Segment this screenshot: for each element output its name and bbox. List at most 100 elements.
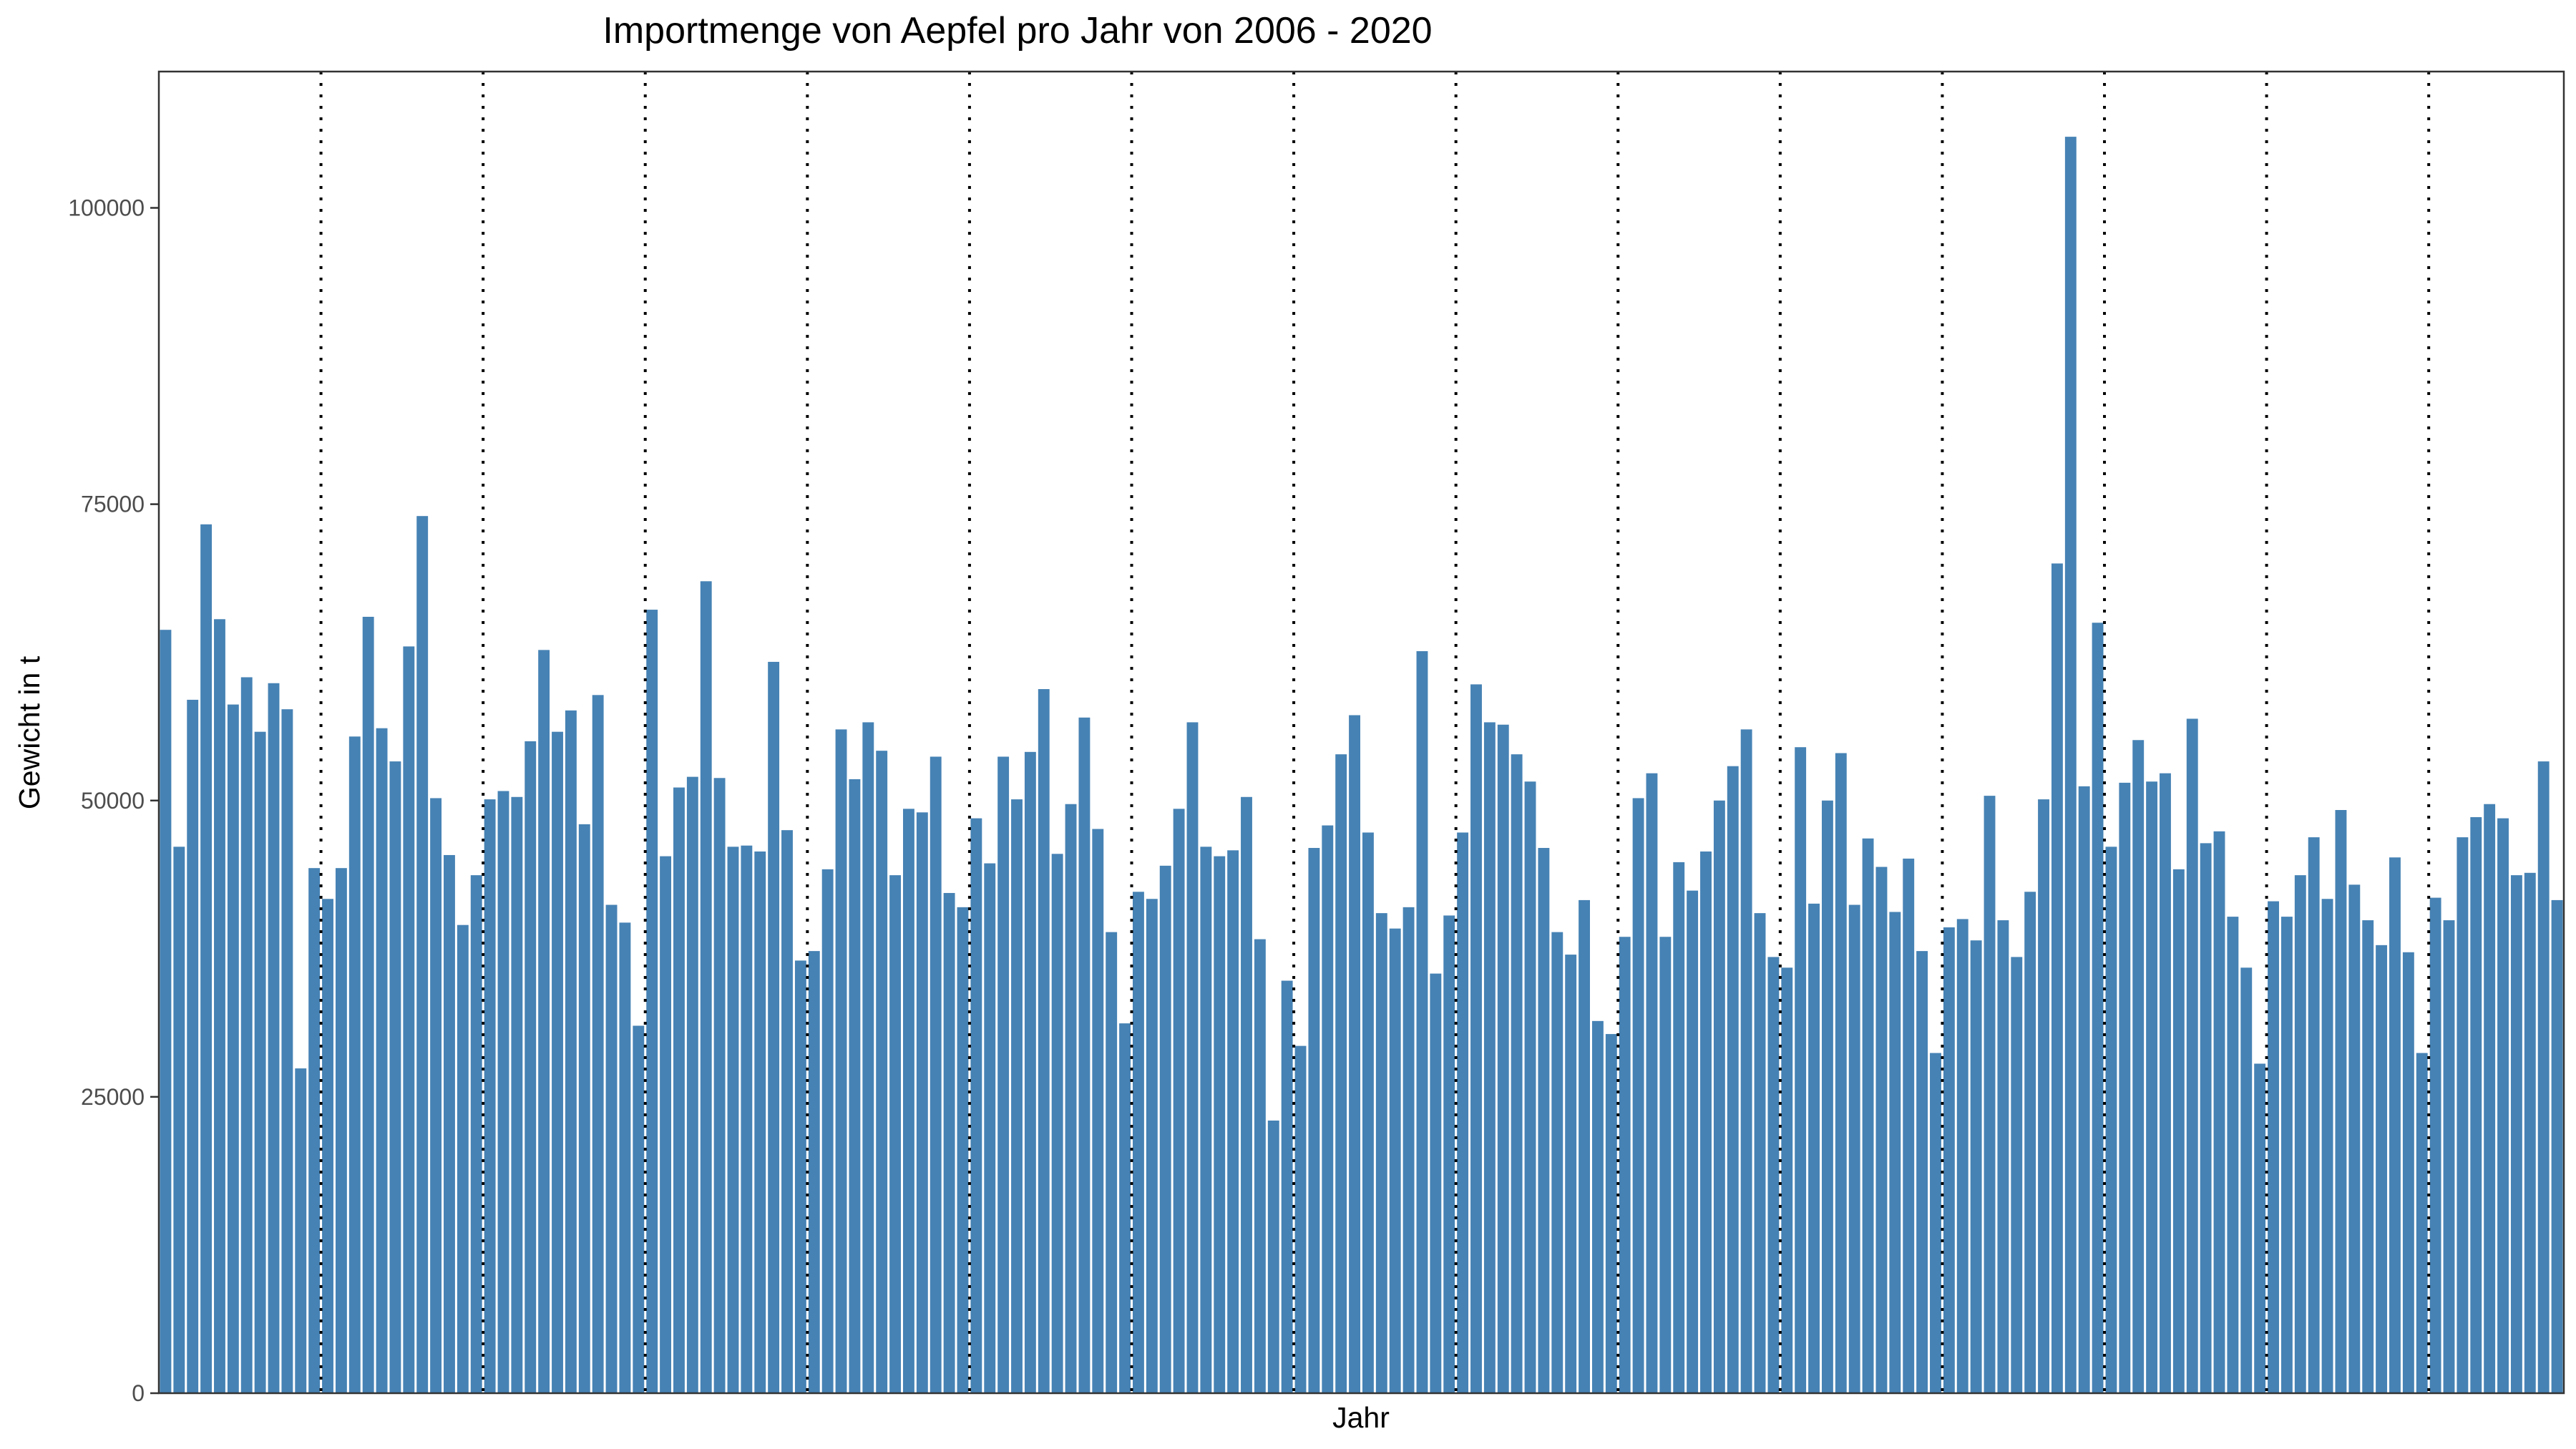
bar (322, 899, 333, 1393)
bar (1605, 1034, 1617, 1393)
bar (578, 824, 590, 1393)
bar (768, 661, 780, 1393)
bar (1767, 957, 1780, 1393)
bar (2064, 137, 2077, 1394)
bar (1862, 838, 1874, 1393)
y-tick-label: 50000 (81, 788, 145, 814)
bar (538, 650, 550, 1393)
bar (1133, 892, 1144, 1393)
bar (1173, 809, 1185, 1393)
bar (1375, 913, 1387, 1393)
bar (1470, 684, 1482, 1393)
bar (160, 630, 172, 1394)
bar (1092, 829, 1104, 1393)
bar (1483, 722, 1496, 1393)
bar (2254, 1063, 2266, 1393)
bar (2470, 816, 2482, 1393)
bar (686, 776, 698, 1393)
bar (497, 791, 509, 1393)
bar (1754, 913, 1766, 1393)
bar (1214, 856, 1226, 1393)
bar (1673, 862, 1685, 1393)
bar (1267, 1121, 1279, 1393)
bar (1024, 751, 1036, 1393)
bar (376, 728, 388, 1393)
bar (1119, 1023, 1131, 1393)
bar (862, 722, 874, 1393)
bar (781, 830, 793, 1393)
bar (1186, 722, 1199, 1393)
y-tick-label: 100000 (68, 195, 145, 221)
bar (2497, 818, 2509, 1393)
bar (2457, 837, 2469, 1393)
bar (633, 1025, 645, 1393)
bar (943, 892, 955, 1393)
bar (2484, 804, 2496, 1393)
bar (2510, 875, 2522, 1393)
bar (997, 756, 1010, 1393)
bar (1362, 832, 1374, 1393)
bar (2132, 740, 2145, 1393)
bar (2105, 847, 2117, 1393)
bar (470, 875, 482, 1393)
bar (2443, 920, 2455, 1393)
bar (1835, 753, 1847, 1393)
bar (268, 683, 280, 1393)
bar (1795, 747, 1807, 1393)
bar (1241, 796, 1252, 1393)
bar (1632, 798, 1644, 1393)
bar (1984, 796, 1996, 1393)
bar (876, 751, 888, 1393)
bar (646, 610, 658, 1393)
bar (2011, 957, 2023, 1393)
bar (484, 799, 496, 1393)
bar (2051, 563, 2063, 1394)
bar (1538, 848, 1550, 1393)
bar (821, 869, 834, 1393)
bar (2186, 718, 2198, 1393)
bar (1294, 1045, 1307, 1393)
bar (2078, 786, 2090, 1393)
plot-panel-border (157, 70, 2565, 1395)
bar (2376, 945, 2388, 1393)
bar (592, 695, 604, 1393)
y-axis-title: Gewicht in t (13, 655, 46, 809)
bar (335, 868, 347, 1393)
bar (1065, 804, 1077, 1393)
bar (1159, 865, 1171, 1393)
bar (1106, 932, 1118, 1393)
bar (308, 868, 321, 1393)
bar (713, 778, 726, 1393)
bar (1700, 851, 1712, 1393)
y-tick-label: 0 (132, 1380, 145, 1406)
bar (1551, 932, 1563, 1393)
bar (930, 756, 942, 1393)
bar (794, 960, 806, 1393)
bar (1943, 927, 1955, 1393)
bar (1011, 799, 1023, 1393)
bar (2038, 799, 2049, 1393)
bar (1038, 689, 1050, 1393)
bar (2200, 843, 2212, 1393)
bar (903, 809, 914, 1393)
bar (2240, 967, 2253, 1393)
bar (1875, 867, 1888, 1393)
bar (741, 845, 753, 1393)
bar (808, 951, 820, 1393)
bar (1430, 973, 1442, 1393)
bar (619, 922, 631, 1393)
bar (916, 812, 928, 1393)
bar (673, 787, 685, 1393)
bar (1740, 729, 1752, 1393)
bar (1781, 967, 1793, 1393)
bar (173, 847, 185, 1393)
bar (240, 677, 253, 1393)
bar (187, 699, 199, 1393)
bar (1524, 781, 1536, 1393)
bar (1646, 773, 1658, 1393)
bar (430, 798, 442, 1393)
bar (1051, 854, 1063, 1393)
bar (1416, 651, 1428, 1393)
bar (849, 779, 861, 1393)
